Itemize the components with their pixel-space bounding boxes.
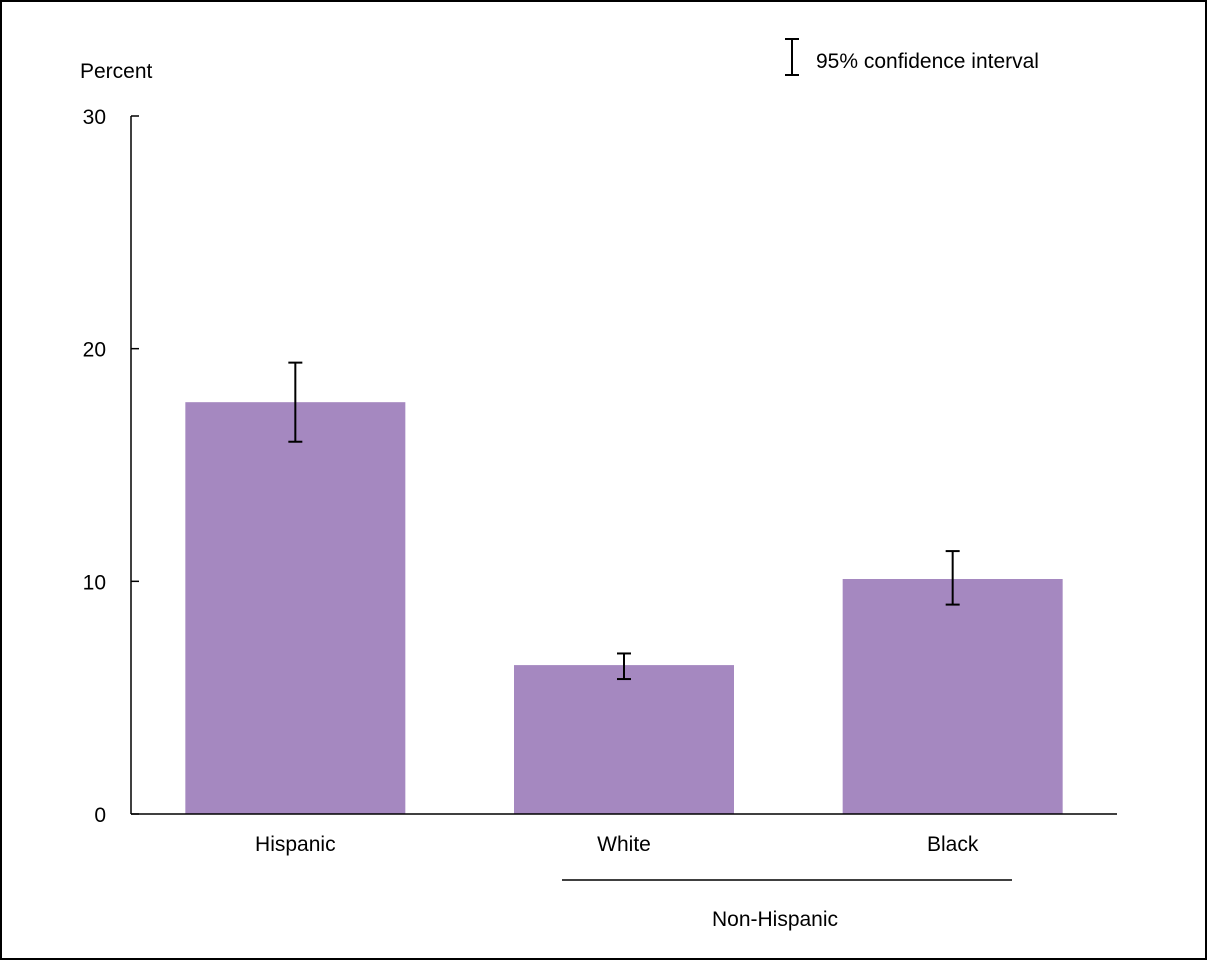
legend: 95% confidence interval	[785, 38, 1039, 76]
y-axis-label: Percent	[80, 60, 153, 83]
y-tick-label: 30	[83, 106, 106, 129]
x-tick-label: Hispanic	[255, 833, 336, 856]
x-tick-label: Black	[927, 833, 979, 856]
y-tick-label: 10	[83, 571, 106, 594]
legend-label: 95% confidence interval	[816, 50, 1039, 73]
bars	[185, 361, 1063, 814]
category-group: Non-Hispanic	[562, 879, 1012, 931]
bar	[185, 402, 406, 814]
x-tick-label: White	[597, 833, 651, 856]
y-tick-label: 0	[94, 804, 106, 827]
bar	[514, 665, 734, 814]
y-tick-label: 20	[83, 339, 106, 362]
bar	[842, 579, 1063, 814]
group-label: Non-Hispanic	[712, 908, 838, 931]
y-axis: 0 10 20 30	[83, 106, 139, 827]
x-axis: Hispanic White Black	[131, 813, 1117, 856]
